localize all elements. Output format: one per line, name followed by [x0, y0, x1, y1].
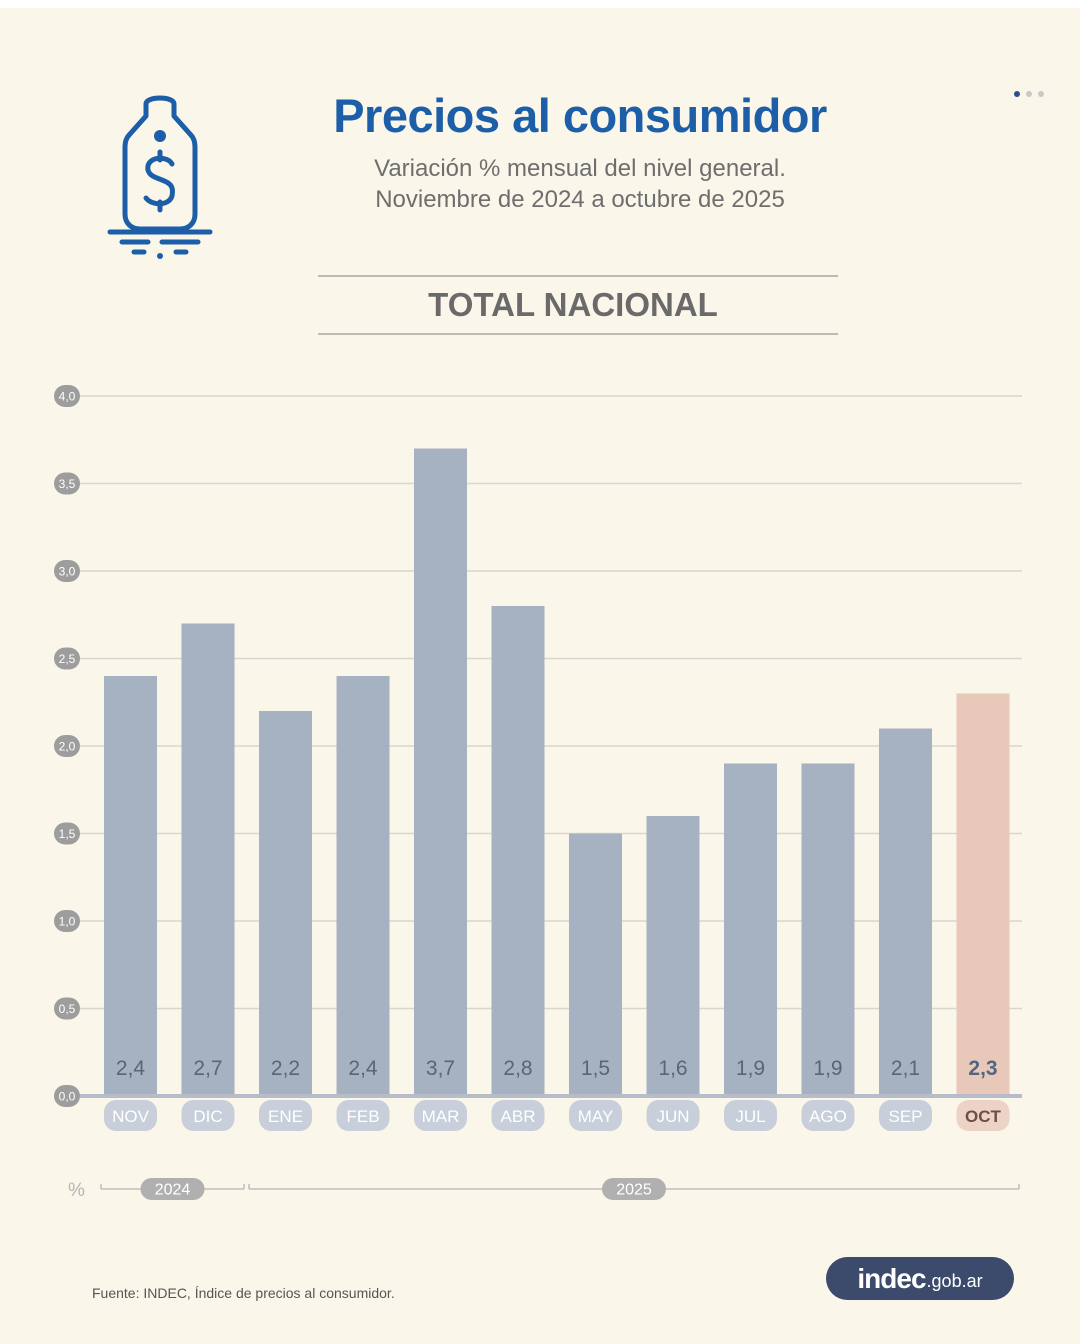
- bar: [646, 816, 700, 1096]
- bar-value-label: 1,9: [736, 1057, 765, 1080]
- bar-value-label: 1,6: [658, 1057, 687, 1080]
- y-tick-label: 3,0: [59, 565, 76, 579]
- bar-value-label: 2,8: [503, 1057, 532, 1080]
- x-tick-label: ENE: [268, 1107, 303, 1126]
- y-tick-badge: [54, 560, 80, 582]
- bar-value-label: 2,2: [271, 1057, 300, 1080]
- pager-dots[interactable]: [1014, 91, 1044, 97]
- bar-value-label: 3,7: [426, 1057, 455, 1080]
- x-tick-label: FEB: [346, 1107, 379, 1126]
- month-pill: [336, 1100, 390, 1131]
- month-pill: [956, 1100, 1010, 1131]
- brand-main-text: indec: [857, 1262, 926, 1294]
- y-tick-badge: [54, 1085, 80, 1107]
- year-label: 2024: [155, 1182, 191, 1199]
- x-tick-label: SEP: [888, 1107, 922, 1126]
- pager-dot[interactable]: [1026, 91, 1032, 97]
- source-note: Fuente: INDEC, Índice de precios al cons…: [92, 1285, 395, 1301]
- bar-value-label: 1,5: [581, 1057, 610, 1080]
- x-tick-label: MAY: [578, 1107, 614, 1126]
- y-tick-badge: [54, 647, 80, 670]
- y-tick-label: 1,5: [59, 827, 76, 841]
- x-tick-label: AGO: [809, 1107, 847, 1126]
- y-tick-badge: [54, 997, 80, 1020]
- y-tick-badge: [54, 472, 80, 495]
- y-tick-badge: [54, 385, 80, 407]
- month-pill: [259, 1100, 312, 1131]
- indec-logo[interactable]: indec .gob.ar: [826, 1257, 1014, 1300]
- year-badge: [602, 1178, 666, 1200]
- page-title: Precios al consumidor: [333, 89, 827, 142]
- y-tick-label: 2,5: [59, 652, 76, 666]
- bar-value-label: 2,7: [193, 1057, 222, 1080]
- pager-dot[interactable]: [1014, 91, 1020, 97]
- section-title: TOTAL NACIONAL: [428, 286, 718, 323]
- pager-dot[interactable]: [1038, 91, 1044, 97]
- y-tick-badge: [54, 822, 80, 845]
- x-tick-label: DIC: [193, 1107, 222, 1126]
- bar: [104, 676, 157, 1096]
- year-badge: [140, 1178, 205, 1200]
- subtitle-line-2: Noviembre de 2024 a octubre de 2025: [375, 186, 785, 213]
- month-pill: [414, 1100, 467, 1131]
- y-tick-label: 4,0: [59, 390, 76, 404]
- bar-value-label: 1,9: [813, 1057, 842, 1080]
- x-tick-label: JUL: [735, 1107, 765, 1126]
- bar-value-label: 2,3: [968, 1057, 997, 1080]
- y-tick-badge: [54, 735, 80, 757]
- month-pill: [879, 1100, 932, 1131]
- month-pill: [724, 1100, 777, 1131]
- month-pill: [181, 1100, 235, 1131]
- price-tag-dollar-icon: [107, 95, 213, 259]
- year-label: 2025: [616, 1182, 652, 1199]
- y-tick-label: 3,5: [59, 477, 76, 491]
- bar: [181, 623, 235, 1096]
- bar: [879, 728, 932, 1096]
- bar: [956, 693, 1010, 1096]
- x-tick-label: JUN: [656, 1107, 689, 1126]
- y-tick-label: 0,5: [59, 1002, 76, 1016]
- month-pill: [569, 1100, 622, 1131]
- x-tick-label: MAR: [422, 1107, 460, 1126]
- bar: [414, 448, 467, 1096]
- bar: [491, 606, 545, 1096]
- month-pill: [801, 1100, 855, 1131]
- month-pill: [646, 1100, 700, 1131]
- brand-suffix-text: .gob.ar: [926, 1271, 983, 1291]
- bar: [259, 711, 312, 1096]
- bar-value-label: 2,4: [348, 1057, 378, 1080]
- y-tick-label: 1,0: [59, 915, 76, 929]
- bar: [569, 833, 622, 1096]
- subtitle-line-1: Variación % mensual del nivel general.: [374, 155, 786, 182]
- y-tick-label: 2,0: [59, 740, 76, 754]
- section-rule-top: [318, 275, 838, 277]
- x-tick-label: ABR: [501, 1107, 536, 1126]
- month-pill: [104, 1100, 157, 1131]
- bar-value-label: 2,4: [116, 1057, 146, 1080]
- x-tick-label: OCT: [965, 1107, 1002, 1126]
- bar: [801, 763, 855, 1096]
- top-strip: [0, 0, 1080, 8]
- bar: [724, 763, 777, 1096]
- section-rule-bottom: [318, 333, 838, 335]
- month-pill: [491, 1100, 545, 1131]
- unit-label: %: [68, 1180, 85, 1201]
- x-tick-label: NOV: [112, 1107, 150, 1126]
- bar: [336, 676, 390, 1096]
- bar-value-label: 2,1: [891, 1057, 920, 1080]
- y-tick-badge: [54, 910, 80, 932]
- y-tick-label: 0,0: [59, 1090, 76, 1104]
